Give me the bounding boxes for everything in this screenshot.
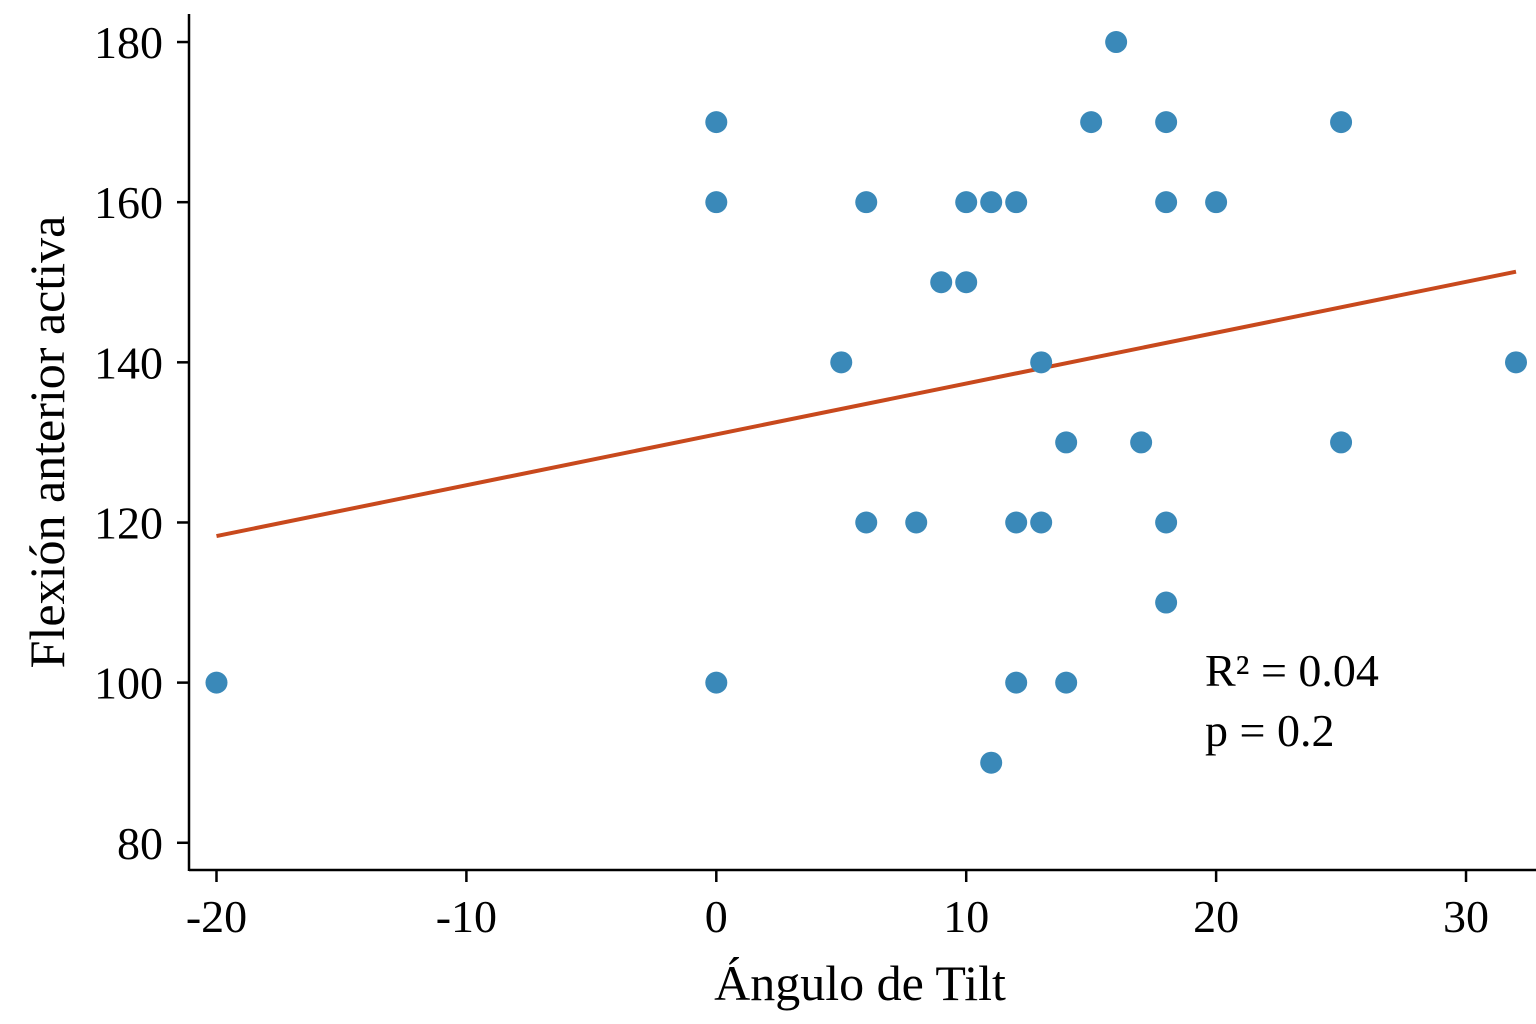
data-point: [1055, 431, 1078, 454]
data-point: [905, 511, 928, 534]
data-point: [1005, 511, 1028, 534]
data-point: [1005, 671, 1028, 694]
x-tick-label: -20: [186, 891, 247, 942]
data-point: [1030, 511, 1053, 534]
data-point: [1155, 591, 1178, 614]
y-tick-label: 100: [94, 658, 163, 709]
data-point: [1330, 431, 1353, 454]
data-point: [1205, 191, 1228, 214]
y-tick-label: 160: [94, 177, 163, 228]
data-point: [855, 511, 878, 534]
data-point: [955, 271, 978, 294]
data-point: [205, 671, 228, 694]
x-tick-label: 30: [1443, 891, 1489, 942]
data-point: [1080, 111, 1103, 134]
data-point: [1030, 351, 1053, 374]
x-tick-label: -10: [436, 891, 497, 942]
x-tick-label: 20: [1193, 891, 1239, 942]
data-point: [1055, 671, 1078, 694]
data-point: [980, 751, 1003, 774]
data-point: [1155, 511, 1178, 534]
y-tick-label: 140: [94, 337, 163, 388]
data-point: [1005, 191, 1028, 214]
data-point: [1130, 431, 1153, 454]
x-tick-label: 0: [705, 891, 728, 942]
x-tick-label: 10: [943, 891, 989, 942]
data-point: [1155, 111, 1178, 134]
data-point: [1505, 351, 1528, 374]
y-axis-label: Flexión anterior activa: [19, 216, 75, 669]
regression-line: [216, 269, 1517, 539]
data-point: [705, 111, 728, 134]
data-point: [705, 671, 728, 694]
data-point: [855, 191, 878, 214]
x-axis-label: Ángulo de Tilt: [714, 955, 1006, 1011]
y-tick-label: 80: [117, 818, 163, 869]
y-tick-label: 180: [94, 17, 163, 68]
data-point: [705, 191, 728, 214]
p-value-annotation: p = 0.2: [1205, 705, 1334, 756]
r2-annotation: R² = 0.04: [1205, 645, 1379, 696]
data-point: [1105, 31, 1128, 54]
data-point: [830, 351, 853, 374]
y-tick-label: 120: [94, 497, 163, 548]
data-point: [930, 271, 953, 294]
data-point: [1155, 191, 1178, 214]
data-point: [1330, 111, 1353, 134]
data-point: [955, 191, 978, 214]
data-point: [980, 191, 1003, 214]
